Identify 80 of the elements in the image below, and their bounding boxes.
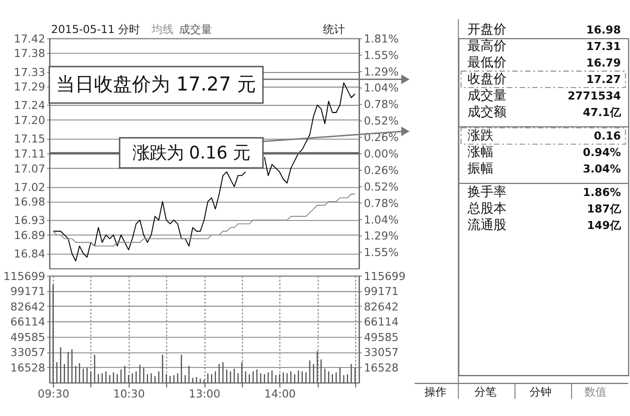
y-tick-label: 49585 (10, 330, 46, 344)
text: 47.1亿 (582, 106, 622, 119)
y2-tick-label: 99171 (364, 285, 399, 298)
y-tick-label: 16.93 (14, 214, 46, 228)
y-tick-label: 17.02 (14, 180, 46, 194)
text: 收盘价 (467, 72, 506, 87)
y2-tick-label: 115699 (364, 270, 406, 283)
y-tick-label: 17.20 (14, 114, 46, 128)
text: 最低价 (467, 56, 506, 71)
text: 分笔 (474, 385, 497, 398)
annotation: 当日收盘价为 17.27 元 (56, 72, 256, 96)
y-tick-label: 66114 (10, 316, 46, 329)
text: 分钟 (530, 385, 552, 398)
y-tick-label: 16.84 (14, 248, 46, 261)
text: 0.16 (594, 130, 622, 143)
y-tick-label: 17.24 (14, 99, 46, 112)
text: 16.79 (586, 56, 621, 70)
y-tick-label: 17.33 (14, 66, 46, 79)
text: 最高价 (467, 38, 506, 54)
y2-tick-label: 0.26% (364, 164, 399, 177)
text: 均线 (150, 22, 174, 36)
y-tick-label: 17.07 (14, 162, 46, 176)
y2-tick-label: 0.78% (364, 98, 399, 111)
x-tick-label: 09:30 (38, 388, 70, 401)
y2-tick-label: 0.52% (364, 180, 399, 194)
y2-tick-label: 1.81% (364, 32, 399, 46)
text: 17.31 (586, 40, 621, 54)
y-tick-label: 16528 (10, 361, 46, 374)
text: 振幅 (467, 161, 494, 176)
text: 涨幅 (467, 145, 494, 160)
y2-tick-label: 82642 (364, 300, 399, 314)
y-tick-label: 115699 (3, 270, 46, 283)
text: 操作 (424, 385, 447, 398)
y-tick-label: 16.89 (14, 229, 46, 242)
text: 17.27 (586, 73, 621, 86)
text: 187亿 (587, 202, 622, 216)
y-tick-label: 33057 (10, 346, 46, 360)
y2-tick-label: 33057 (364, 346, 399, 360)
text: 成交量 (178, 22, 212, 36)
y2-tick-label: 16528 (364, 361, 399, 374)
text: 开盘价 (467, 22, 506, 38)
x-tick-label: 10:30 (113, 388, 145, 401)
y2-tick-label: 1.04% (364, 81, 399, 94)
y2-tick-label: 0.00% (364, 147, 399, 160)
text: 2771534 (568, 89, 622, 102)
text: 0.94% (582, 146, 621, 160)
text: 涨跌 (467, 128, 494, 144)
text: 成交量 (467, 87, 506, 104)
y2-tick-label: 1.29% (364, 229, 399, 242)
y-tick-label: 17.29 (14, 80, 46, 94)
y-tick-label: 17.11 (14, 147, 46, 160)
text: 149亿 (587, 219, 622, 232)
text: 统计 (323, 22, 346, 36)
y2-tick-label: 1.55% (364, 246, 399, 259)
y2-tick-label: 0.78% (364, 196, 399, 210)
x-tick-label: 14:00 (264, 388, 296, 401)
text: 总股本 (466, 202, 506, 217)
text: 16.98 (586, 24, 621, 37)
text: 换手率 (467, 184, 506, 200)
y2-tick-label: 1.55% (364, 48, 399, 62)
y2-tick-label: 0.52% (364, 114, 399, 128)
y2-tick-label: 1.29% (364, 65, 399, 78)
y-tick-label: 17.42 (14, 32, 46, 46)
annotation: 涨跌为 0.16 元 (132, 143, 250, 164)
y2-tick-label: 66114 (364, 316, 399, 329)
y2-tick-label: 49585 (364, 330, 399, 344)
text: 成交额 (467, 104, 506, 120)
y-tick-label: 17.38 (14, 47, 46, 60)
text: 3.04% (582, 162, 621, 176)
y-tick-label: 99171 (10, 285, 46, 298)
y-tick-label: 16.98 (14, 196, 46, 209)
x-tick-label: 13:00 (188, 388, 220, 401)
y-tick-label: 17.15 (14, 132, 46, 146)
line-series (52, 194, 356, 247)
y2-tick-label: 1.04% (364, 214, 399, 227)
text: 数值 (584, 385, 606, 398)
y-tick-label: 82642 (10, 300, 46, 314)
text: 流通股 (467, 217, 506, 234)
chart-title: 2015-05-11 分时 (51, 22, 140, 36)
text: 1.86% (582, 186, 621, 200)
